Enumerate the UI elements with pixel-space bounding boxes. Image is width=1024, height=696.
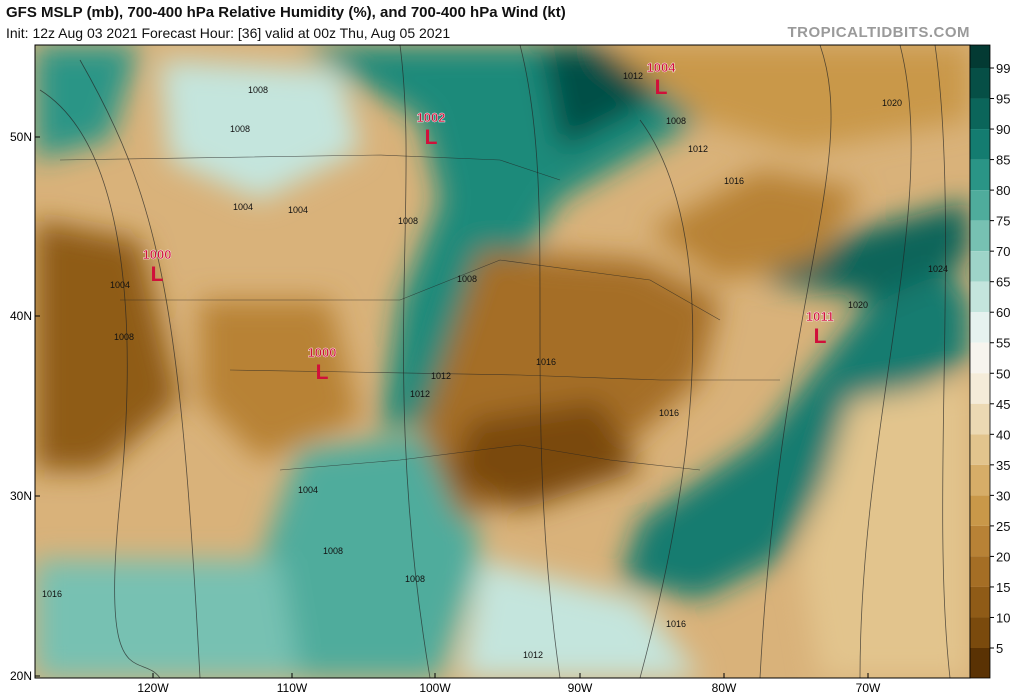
isobar-label: 1012 — [431, 371, 451, 381]
colorbar-label: 70 — [996, 244, 1010, 259]
colorbar-label: 40 — [996, 427, 1010, 442]
isobar-label: 1020 — [882, 98, 902, 108]
subtitle: Init: 12z Aug 03 2021 Forecast Hour: [36… — [6, 25, 451, 41]
colorbar-label: 85 — [996, 153, 1010, 168]
site-name: TROPICALTIDBITS.COM — [787, 24, 970, 41]
lat-label: 30N — [10, 489, 32, 503]
colorbar-swatch — [970, 342, 990, 374]
colorbar-swatch — [970, 129, 990, 160]
isobar-label: 1008 — [666, 116, 686, 126]
isobar-label: 1020 — [848, 300, 868, 310]
humidity-field — [35, 45, 970, 678]
low-symbol: L — [655, 76, 668, 99]
isobar-label: 1004 — [110, 280, 130, 290]
isobar-label: 1008 — [114, 332, 134, 342]
colorbar-swatch — [970, 617, 990, 648]
colorbar-swatch — [970, 68, 990, 99]
isobar-label: 1016 — [666, 619, 686, 629]
colorbar-label: 25 — [996, 519, 1010, 534]
isobar-label: 1016 — [659, 408, 679, 418]
low-symbol: L — [151, 263, 164, 286]
isobar-label: 1004 — [288, 205, 308, 215]
isobar-label: 1016 — [42, 589, 62, 599]
isobar-label: 1008 — [230, 124, 250, 134]
lat-label: 20N — [10, 669, 32, 683]
colorbar-label: 10 — [996, 610, 1010, 625]
lon-label: 80W — [712, 681, 737, 695]
colorbar-frame — [969, 44, 991, 679]
colorbar-swatch — [970, 281, 990, 313]
isobar-label: 1012 — [523, 650, 543, 660]
isobar-label: 1012 — [410, 389, 430, 399]
colorbar-swatch — [970, 464, 990, 496]
colorbar-swatch — [970, 98, 990, 130]
isobar-label: 1024 — [928, 264, 948, 274]
colorbar-label: 60 — [996, 305, 1010, 320]
colorbar-swatch — [970, 556, 990, 587]
colorbar-swatch — [970, 251, 990, 282]
isobar-label: 1004 — [233, 202, 253, 212]
lon-label: 70W — [856, 681, 881, 695]
low-symbol: L — [316, 361, 329, 384]
low-pressure: 1004 — [647, 60, 677, 75]
isobar-label: 1016 — [536, 357, 556, 367]
lat-label: 40N — [10, 309, 32, 323]
colorbar-swatch — [970, 525, 990, 557]
colorbar-swatch — [970, 190, 990, 221]
low-symbol: L — [425, 126, 438, 149]
colorbar-label: 99 — [996, 61, 1010, 76]
isobar-label: 1012 — [623, 71, 643, 81]
isobar-label: 1008 — [405, 574, 425, 584]
lon-label: 110W — [277, 681, 308, 695]
colorbar-label: 50 — [996, 366, 1010, 381]
colorbar-swatch — [970, 45, 990, 68]
isobars — [39, 45, 951, 678]
lon-label: 100W — [419, 681, 451, 695]
colorbar-label: 30 — [996, 488, 1010, 503]
colorbar-label: 20 — [996, 549, 1010, 564]
colorbar-label: 45 — [996, 397, 1010, 412]
colorbar-swatch — [970, 586, 990, 618]
low-pressure: 1000 — [143, 247, 172, 262]
colorbar-swatch — [970, 495, 990, 526]
colorbar-label: 90 — [996, 122, 1010, 137]
low-pressure: 1011 — [806, 309, 834, 324]
colorbar-label: 55 — [996, 336, 1010, 351]
colorbar-swatch — [970, 159, 990, 191]
low-pressure: 1000 — [308, 345, 337, 360]
colorbar-swatch — [970, 403, 990, 435]
isobar-label: 1012 — [688, 144, 708, 154]
lon-label: 90W — [568, 681, 593, 695]
colorbar-label: 65 — [996, 275, 1010, 290]
title: GFS MSLP (mb), 700-400 hPa Relative Humi… — [6, 4, 566, 21]
colorbar-swatch — [970, 434, 990, 465]
colorbar-swatch — [970, 220, 990, 252]
low-symbol: L — [814, 325, 827, 348]
isobar-label: 1008 — [398, 216, 418, 226]
isobar-label: 1004 — [298, 485, 318, 495]
colorbar-label: 15 — [996, 580, 1010, 595]
lon-label: 120W — [137, 681, 169, 695]
colorbar-label: 95 — [996, 92, 1010, 107]
isobar-label: 1016 — [724, 176, 744, 186]
lat-label: 50N — [10, 130, 32, 144]
colorbar-swatch — [970, 312, 990, 343]
colorbar-label: 75 — [996, 214, 1010, 229]
colorbar-swatch — [970, 648, 990, 678]
low-pressure: 1002 — [417, 110, 446, 125]
colorbar-swatch — [970, 373, 990, 404]
isobar-label: 1008 — [323, 546, 343, 556]
colorbar-label: 80 — [996, 183, 1010, 198]
colorbar-label: 5 — [996, 641, 1003, 656]
colorbar-label: 35 — [996, 458, 1010, 473]
isobar-label: 1008 — [248, 85, 268, 95]
isobar-label: 1008 — [457, 274, 477, 284]
